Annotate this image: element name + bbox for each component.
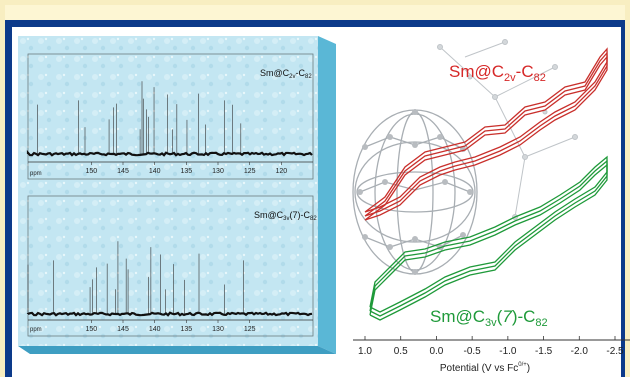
cage-atoms: [357, 109, 473, 275]
cv-trace: [369, 159, 608, 317]
nmr-tick-label: 150: [85, 326, 97, 333]
nmr-top-ticks: 150 145 140 135 130 125 120: [85, 162, 287, 175]
nmr-tick-label: 130: [212, 326, 224, 333]
cv-label-c3v: Sm@C3v(7)-C82: [430, 307, 548, 329]
cv-tick-label: -2.5: [606, 346, 624, 357]
panel-side: [318, 36, 336, 354]
nmr-tick-label: 130: [212, 168, 224, 175]
cv-tick-label: -1.5: [535, 346, 553, 357]
nmr-tick-label: 135: [180, 168, 192, 175]
cv-trace: [369, 155, 608, 313]
cv-label-c2v: Sm@C2v-C82: [449, 62, 546, 84]
panel-bottom-edge: [18, 346, 336, 354]
cv-trace: [364, 55, 608, 221]
nmr-bottom-peaks: [27, 241, 244, 314]
cv-panel: Sm@C2v-C82 Sm@C3v(7)-C82 1.0 0.5 0.0 -0.5 -1…: [352, 39, 630, 374]
nmr-tick-label: 145: [117, 168, 129, 175]
nmr-top-peaks: [37, 81, 242, 154]
nmr-top-ppm-label: ppm: [30, 171, 42, 177]
panel-face: [18, 36, 318, 346]
cv-curve-c3v: [369, 155, 608, 321]
cv-tick-label: 0.5: [394, 346, 408, 357]
cv-tick-label: 0.0: [429, 346, 443, 357]
cv-tick-label: 1.0: [358, 346, 372, 357]
nmr-bottom-ppm-label: ppm: [30, 327, 42, 333]
cv-tick-label: -1.0: [499, 346, 517, 357]
nmr-panel: Sm@C2v-C82 ppm 150 145 140 135 130 125 120 Sm@…: [18, 36, 336, 354]
nmr-tick-label: 150: [85, 168, 97, 175]
nmr-tick-label: 145: [117, 326, 129, 333]
fullerene-cage-illustration: [352, 109, 478, 275]
cv-trace: [369, 163, 608, 321]
cv-x-label: Potential (V vs Fc0/+): [440, 362, 530, 374]
nmr-bottom-label: Sm@C3v(7)-C82: [254, 210, 317, 222]
nmr-top-baseline: [26, 150, 313, 157]
nmr-tick-label: 120: [275, 168, 287, 175]
nmr-top-label: Sm@C2v-C82: [260, 68, 312, 80]
cv-curve-c2v: [364, 47, 608, 221]
cv-x-ticks: 1.0 0.5 0.0 -0.5 -1.0 -1.5 -2.0 -2.5: [358, 336, 624, 357]
nmr-top-frame: [27, 53, 314, 180]
cv-tick-label: -0.5: [464, 346, 482, 357]
nmr-bottom-baseline: [26, 311, 313, 317]
nmr-tick-label: 125: [244, 168, 256, 175]
cv-tick-label: -2.0: [571, 346, 589, 357]
nmr-tick-label: 135: [180, 326, 192, 333]
nmr-tick-label: 140: [149, 326, 161, 333]
nmr-tick-label: 125: [244, 326, 256, 333]
nmr-tick-label: 140: [149, 168, 161, 175]
nmr-bottom-ticks: 150 145 140 135 130 125: [85, 320, 256, 333]
